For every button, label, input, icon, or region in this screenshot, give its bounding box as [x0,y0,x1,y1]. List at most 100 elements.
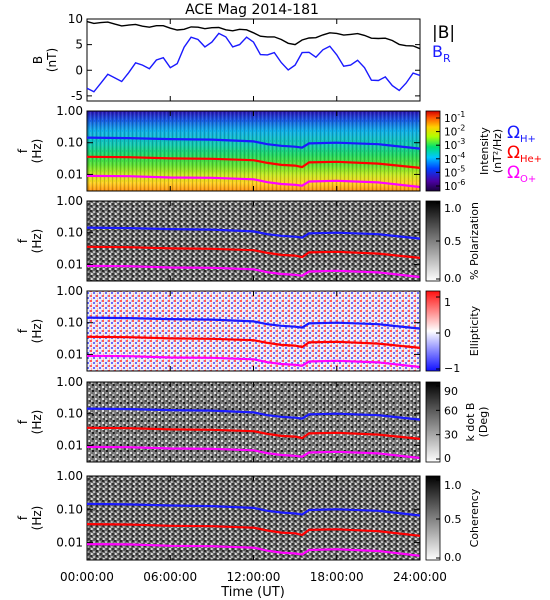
freq-axis-label: f [16,148,30,153]
freq-tick-label: 0.10 [56,226,83,240]
kdotb-tick-label: 90 [444,385,458,398]
colorbar-intensity-unit: (nT²/Hz) [491,129,504,173]
freq-tick-label: 1.00 [56,284,83,298]
time-tick-label: 24:00:00 [393,570,447,584]
freq-axis-unit: (Hz) [30,229,44,254]
he-plus-gyro-line [86,426,421,440]
freq-tick-label: 0.01 [56,347,83,361]
colorbar-ellipticity: 1 0 −1 Ellipticity [425,290,481,375]
colorbar-coherency-label: Coherency [468,488,481,547]
freq-tick-label: 0.01 [56,257,83,271]
freq-tick-label: 0.01 [56,167,83,181]
b-tick-label: 10 [68,12,83,26]
b-tick-label: -5 [71,89,83,103]
b-axis-label-unit: (nT) [45,48,59,72]
colorbar-ellipticity-label: Ellipticity [468,305,481,356]
intensity-tick-label: 10-3 [444,137,465,152]
coherency-texture [87,476,420,560]
freq-axis-label: f [16,328,30,333]
x-axis-label: Time (UT) [220,585,285,600]
intensity-tick-label: 10-1 [444,110,465,125]
legend-br: BR [432,42,451,65]
btot-line [86,20,421,50]
colorbar-coherency: 1.0 0.5 0.0 Coherency [425,475,481,564]
coherency-tick-label: 0.0 [444,551,462,564]
colorbar-ellipticity-ticks: 1 0 −1 [436,296,460,375]
he-plus-gyro-line [86,245,421,259]
b-y-axis: 10 5 0 -5 [68,12,420,103]
freq-tick-label: 0.01 [56,438,83,452]
freq-tick-label: 0.10 [56,407,83,421]
o-plus-gyro-line [86,445,421,460]
he-plus-gyro-line [86,523,421,537]
gyro-legend-entry: ΩO+ [507,163,536,185]
frequency-axes: 1.000.100.01f (Hz)1.000.100.01f (Hz)1.000.… [16,104,420,550]
freq-axis-unit: (Hz) [30,319,44,344]
freq-tick-label: 0.01 [56,536,83,550]
o-plus-gyro-line [86,264,421,279]
b-axis-label-var: B [31,56,45,64]
h-plus-gyro-line [86,502,421,517]
colorbar-kdotb-label: k dot B [464,403,477,442]
time-tick-label: 18:00:00 [310,570,364,584]
polarization-tick-label: 0.5 [444,235,462,248]
intensity-tick-label: 10-4 [444,151,465,166]
colorbar-polarization-ticks: 1.0 0.5 0.0 [436,202,462,285]
colorbar-polarization: 1.0 0.5 0.0 % Polarization [425,200,481,285]
freq-tick-label: 1.00 [56,375,83,389]
freq-axis-unit: (Hz) [30,506,44,531]
freq-tick-label: 1.00 [56,104,83,118]
o-plus-gyro-line [86,174,421,189]
polarization-tick-label: 1.0 [444,202,462,215]
ellipticity-tick-label: −1 [444,362,460,375]
intensity-tick-label: 10-5 [444,164,465,179]
coherency-tick-label: 1.0 [444,479,462,492]
br-line [86,32,421,93]
freq-axis-unit: (Hz) [30,139,44,164]
colorbar-intensity-ticks: 10-110-210-310-410-510-6 [436,110,465,193]
o-plus-gyro-line [86,354,421,369]
gyro-legend-entry: ΩHe+ [507,143,542,165]
freq-axis-label: f [16,515,30,520]
gyro-legend-entry: ΩH+ [507,123,536,145]
freq-axis-label: f [16,419,30,424]
polarization-panel [86,200,421,282]
time-tick-label: 06:00:00 [143,570,197,584]
kdotb-tick-label: 60 [444,404,458,417]
he-plus-gyro-line [86,335,421,349]
h-plus-gyro-line [86,316,421,330]
colorbar-kdotb-ticks: 90 60 30 0 [436,385,458,465]
colorbar-kdotb-bar [425,381,441,463]
time-tick-label: 12:00:00 [227,570,281,584]
b-field-panel: 10 5 0 -5 B (nT) |B| BR [31,12,455,103]
colorbar-coherency-bar [425,475,441,561]
intensity-tick-label: 10-6 [444,178,465,193]
colorbar-intensity-label: Intensity [478,127,491,175]
colorbar-polarization-label: % Polarization [468,202,481,280]
freq-axis-label: f [16,238,30,243]
freq-tick-label: 1.00 [56,469,83,483]
h-plus-gyro-line [86,136,421,150]
coherency-panel [86,475,421,561]
freq-axis-unit: (Hz) [30,410,44,435]
colorbar-intensity-bar [425,110,441,192]
freq-tick-label: 1.00 [56,194,83,208]
b-tick-label: 5 [75,38,83,52]
time-tick-label: 00:00:00 [60,570,114,584]
gyro-legend: ΩH+ΩHe+ΩO+ [507,123,542,185]
b-field-frame [86,18,421,102]
o-plus-gyro-line [86,543,421,557]
colorbar-kdotb-unit: (Deg) [477,407,490,438]
ellipticity-tick-label: 1 [444,296,451,309]
gyrofrequency-lines [86,136,421,557]
time-axis: 00:00:00 06:00:00 12:00:00 18:00:00 24:00:00 [60,19,447,584]
freq-tick-label: 0.10 [56,502,83,516]
colorbar-kdotb: 90 60 30 0 k dot B (Deg) [425,381,490,465]
he-plus-gyro-line [86,155,421,169]
colorbar-coherency-ticks: 1.0 0.5 0.0 [436,479,462,564]
intensity-tick-label: 10-2 [444,124,465,139]
figure-title: ACE Mag 2014-181 [185,2,319,18]
freq-tick-label: 0.10 [56,136,83,150]
freq-tick-label: 0.10 [56,316,83,330]
